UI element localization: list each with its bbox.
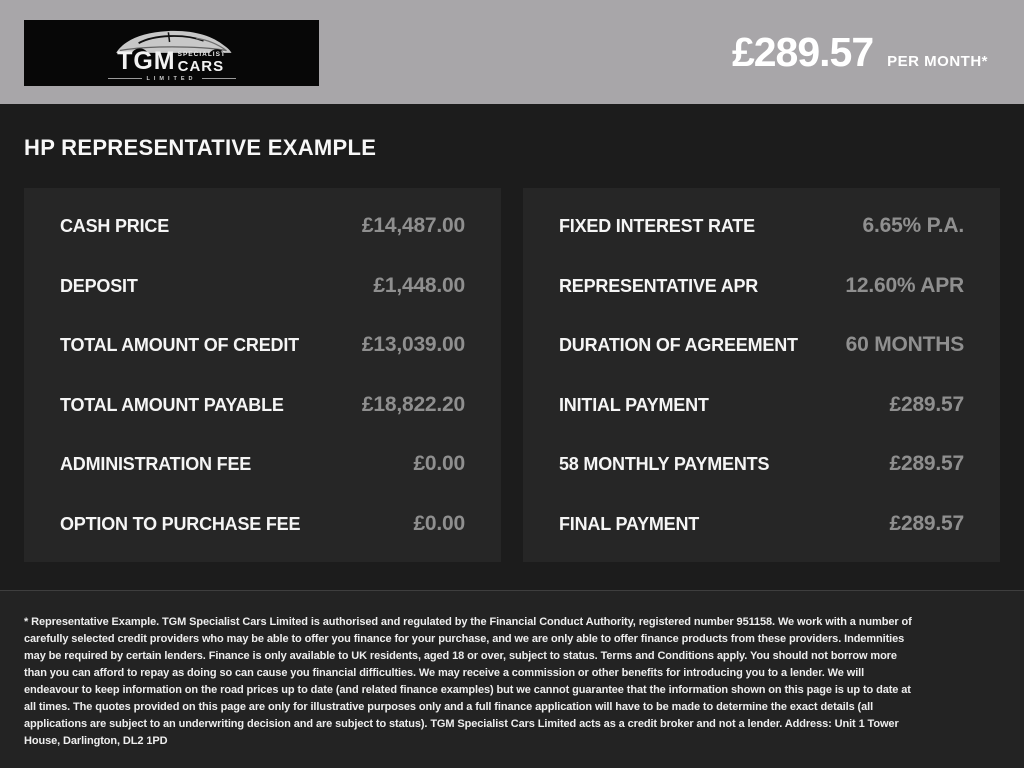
finance-row-value: £13,039.00 <box>361 333 465 357</box>
header-bar: TGM SPECIALIST CARS LIMITED £289.57 PER … <box>0 0 1024 104</box>
finance-row-label: FIXED INTEREST RATE <box>559 216 755 236</box>
finance-row-value: £18,822.20 <box>361 392 465 416</box>
finance-panel-amounts: CASH PRICE £14,487.00 DEPOSIT £1,448.00 … <box>24 188 501 562</box>
finance-row: 58 MONTHLY PAYMENTS £289.57 <box>559 452 964 476</box>
finance-row-label: REPRESENTATIVE APR <box>559 275 759 296</box>
main-content: HP REPRESENTATIVE EXAMPLE CASH PRICE £14… <box>0 104 1024 590</box>
finance-row: ADMINISTRATION FEE £0.00 <box>60 452 465 476</box>
finance-row: INITIAL PAYMENT £289.57 <box>559 393 964 417</box>
logo-limited-text: LIMITED <box>108 76 236 82</box>
finance-row: TOTAL AMOUNT OF CREDIT £13,039.00 <box>60 333 465 357</box>
finance-row: FINAL PAYMENT £289.57 <box>559 512 964 536</box>
finance-row-label: OPTION TO PURCHASE FEE <box>60 513 301 534</box>
finance-row-value: £289.57 <box>889 452 964 476</box>
disclaimer-section: * Representative Example. TGM Specialist… <box>0 590 1024 768</box>
finance-row-label: INITIAL PAYMENT <box>559 394 709 415</box>
finance-row: FIXED INTEREST RATE 6.65% P.A. <box>559 214 964 238</box>
finance-row-label: ADMINISTRATION FEE <box>60 454 252 475</box>
finance-row-value: 12.60% APR <box>845 273 964 297</box>
finance-row: OPTION TO PURCHASE FEE £0.00 <box>60 512 465 536</box>
finance-row-value: £0.00 <box>413 511 465 535</box>
finance-row-label: TOTAL AMOUNT OF CREDIT <box>60 335 299 356</box>
finance-row-label: 58 MONTHLY PAYMENTS <box>559 454 770 475</box>
monthly-price: £289.57 PER MONTH* <box>732 29 988 76</box>
page-title: HP REPRESENTATIVE EXAMPLE <box>24 135 377 160</box>
finance-row: TOTAL AMOUNT PAYABLE £18,822.20 <box>60 393 465 417</box>
finance-row-value: 60 MONTHS <box>845 333 965 357</box>
monthly-price-amount: £289.57 <box>731 28 874 75</box>
finance-row: DURATION OF AGREEMENT 60 MONTHS <box>559 333 964 357</box>
logo-wordmark: TGM SPECIALIST CARS <box>117 46 226 75</box>
finance-panel-terms: FIXED INTEREST RATE 6.65% P.A. REPRESENT… <box>523 188 1000 562</box>
finance-row-value: £289.57 <box>889 392 964 416</box>
finance-row-label: DURATION OF AGREEMENT <box>559 335 798 356</box>
finance-row-label: TOTAL AMOUNT PAYABLE <box>60 394 284 415</box>
finance-row-value: £0.00 <box>413 452 465 476</box>
logo-tgm-text: TGM <box>117 46 176 75</box>
finance-row-value: £14,487.00 <box>361 214 465 237</box>
car-silhouette-icon <box>115 30 231 53</box>
monthly-price-suffix: PER MONTH* <box>887 52 988 70</box>
finance-row-label: FINAL PAYMENT <box>559 513 700 534</box>
finance-row: CASH PRICE £14,487.00 <box>60 214 465 238</box>
finance-row-value: 6.65% P.A. <box>862 214 964 237</box>
finance-panels: CASH PRICE £14,487.00 DEPOSIT £1,448.00 … <box>24 188 1000 562</box>
finance-row-value: £289.57 <box>889 511 964 535</box>
finance-row-label: CASH PRICE <box>60 216 170 236</box>
finance-row-value: £1,448.00 <box>373 273 465 297</box>
finance-row: REPRESENTATIVE APR 12.60% APR <box>559 274 964 298</box>
disclaimer-text: * Representative Example. TGM Specialist… <box>24 616 912 747</box>
logo-cars-text: CARS <box>177 57 225 75</box>
finance-row: DEPOSIT £1,448.00 <box>60 274 465 298</box>
finance-row-label: DEPOSIT <box>60 275 138 296</box>
logo-specialist-text: SPECIALIST <box>177 51 226 58</box>
dealer-logo: TGM SPECIALIST CARS LIMITED <box>24 20 319 86</box>
